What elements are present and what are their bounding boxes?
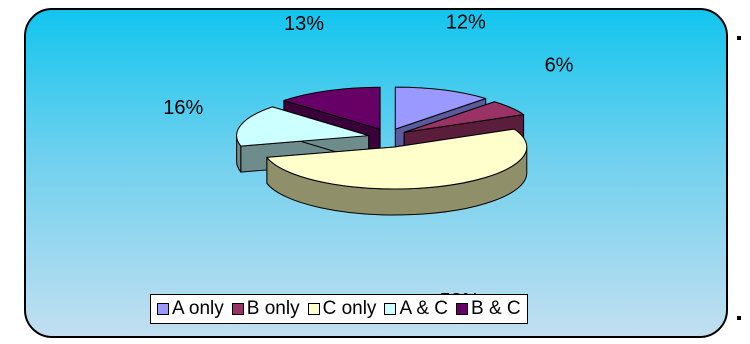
panel-corner-mark bbox=[737, 316, 741, 320]
legend-item-a-only: A only bbox=[157, 298, 224, 320]
panel-corner-mark bbox=[737, 36, 741, 40]
pie-label-b-and-c: 13% bbox=[284, 13, 324, 35]
legend-label: A & C bbox=[399, 298, 449, 319]
legend-swatch-icon bbox=[157, 303, 169, 315]
legend-label: B & C bbox=[471, 298, 521, 319]
legend-item-a-and-c: A & C bbox=[384, 298, 448, 320]
legend-swatch-icon bbox=[231, 303, 244, 315]
chart-legend: A only B only C only A & C B & C bbox=[150, 294, 528, 324]
pie-slice-c-only bbox=[266, 128, 528, 216]
legend-label: B only bbox=[246, 298, 300, 319]
legend-item-b-only: B only bbox=[231, 298, 300, 320]
legend-item-c-only: C only bbox=[307, 298, 377, 320]
pie-label-b-only: 6% bbox=[545, 54, 574, 76]
legend-label: A only bbox=[172, 298, 224, 319]
legend-swatch-icon bbox=[456, 303, 469, 315]
legend-swatch-icon bbox=[307, 303, 320, 315]
pie-label-a-and-c: 16% bbox=[163, 97, 203, 119]
legend-item-b-and-c: B & C bbox=[456, 298, 521, 320]
legend-swatch-icon bbox=[384, 303, 397, 315]
legend-label: C only bbox=[322, 298, 377, 319]
pie-label-a-only: 12% bbox=[446, 12, 486, 34]
